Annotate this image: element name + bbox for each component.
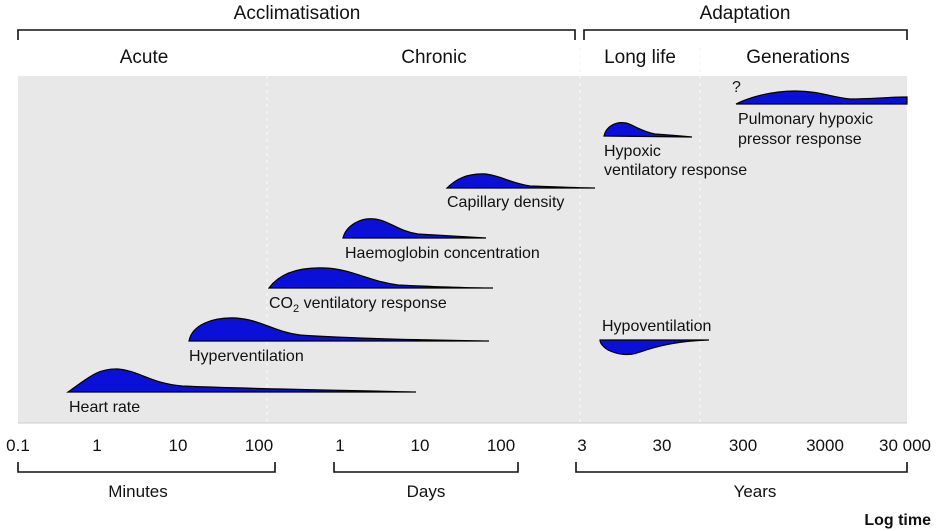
years-bracket [575, 462, 908, 473]
tick-label: 10 [411, 436, 430, 455]
question-mark: ? [732, 79, 741, 96]
log-time-label: Log time [864, 512, 931, 529]
tick-label: 3000 [806, 436, 844, 455]
haemoglobin-label: Haemoglobin concentration [345, 245, 540, 262]
adaptation-bracket [583, 29, 908, 40]
tick-label: 30 [653, 436, 672, 455]
haemoglobin-shape [342, 218, 487, 239]
tick-label: 1 [335, 436, 344, 455]
hypoxic-line1: Hypoxic [604, 143, 661, 160]
days-bracket [333, 462, 519, 473]
long-life-label: Long life [604, 47, 676, 68]
minutes-bracket [17, 462, 276, 473]
capillary-density-label: Capillary density [447, 194, 564, 211]
heart-rate-label: Heart rate [69, 399, 140, 416]
years-label: Years [734, 482, 777, 501]
capillary-density-shape [445, 173, 596, 189]
co2-ventilatory-shape [267, 267, 494, 289]
plot-panel [18, 76, 907, 423]
co2-suffix: ventilatory response [299, 295, 447, 312]
tick-label: 10 [169, 436, 188, 455]
tick-label: 1 [92, 436, 101, 455]
co2-ventilatory-label: CO2 ventilatory response [269, 295, 447, 315]
tick-label: 100 [487, 436, 515, 455]
chronic-label: Chronic [401, 47, 466, 68]
hypoxic-ventilatory-shape [603, 122, 693, 138]
pulmonary-line1: Pulmonary hypoxic [738, 111, 873, 128]
tick-label: 3 [577, 436, 586, 455]
hyperventilation-shape [188, 317, 490, 342]
minutes-label: Minutes [108, 482, 168, 501]
co2-prefix: CO [269, 295, 293, 312]
tick-label: 100 [245, 436, 273, 455]
pulmonary-hypoxic-shape [735, 90, 908, 105]
acclimatisation-label: Acclimatisation [234, 3, 361, 24]
hypoventilation-label: Hypoventilation [602, 318, 711, 335]
adaptation-label: Adaptation [700, 3, 791, 24]
tick-label: 0.1 [6, 436, 30, 455]
hypoxic-line2: ventilatory response [604, 162, 747, 179]
heart-rate-shape [66, 368, 417, 393]
days-label: Days [407, 482, 446, 501]
tick-label: 30 000 [879, 436, 931, 455]
acclimatisation-bracket [17, 29, 576, 40]
hypoventilation-shape [599, 339, 710, 356]
pulmonary-line2: pressor response [738, 131, 862, 148]
hyperventilation-label: Hyperventilation [189, 348, 304, 365]
co2-subscript: 2 [293, 303, 299, 315]
acute-label: Acute [120, 47, 169, 68]
generations-label: Generations [746, 47, 850, 68]
tick-label: 300 [729, 436, 757, 455]
